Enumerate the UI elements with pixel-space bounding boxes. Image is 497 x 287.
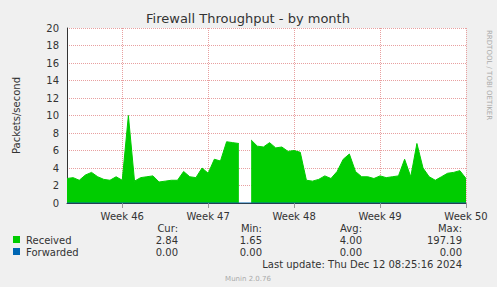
svg-text:2.84: 2.84 (156, 235, 178, 246)
svg-text:2: 2 (53, 180, 59, 191)
svg-text:Forwarded: Forwarded (26, 247, 79, 258)
svg-text:0.00: 0.00 (240, 247, 262, 258)
svg-text:Munin 2.0.76: Munin 2.0.76 (225, 275, 271, 283)
svg-text:Week 47: Week 47 (187, 211, 230, 222)
svg-text:4: 4 (53, 163, 59, 174)
svg-text:0.00: 0.00 (156, 247, 178, 258)
svg-text:RRDTOOL / TOBI OETIKER: RRDTOOL / TOBI OETIKER (485, 30, 493, 120)
svg-text:1.65: 1.65 (240, 235, 262, 246)
svg-text:12: 12 (46, 93, 59, 104)
svg-text:Cur:: Cur: (157, 223, 178, 234)
svg-text:Firewall Throughput - by month: Firewall Throughput - by month (146, 11, 350, 26)
svg-text:Received: Received (26, 235, 72, 246)
svg-text:16: 16 (46, 58, 59, 69)
svg-text:Packets/second: Packets/second (11, 77, 22, 154)
svg-text:Avg:: Avg: (340, 223, 362, 234)
svg-text:Max:: Max: (438, 223, 462, 234)
svg-text:0.00: 0.00 (340, 247, 362, 258)
svg-text:20: 20 (46, 23, 59, 34)
svg-text:197.19: 197.19 (427, 235, 462, 246)
svg-text:Min:: Min: (241, 223, 262, 234)
svg-text:18: 18 (46, 40, 59, 51)
svg-text:Last update: Thu Dec 12 08:25:: Last update: Thu Dec 12 08:25:16 2024 (262, 259, 462, 270)
svg-text:Week 50: Week 50 (444, 211, 487, 222)
svg-text:Week 46: Week 46 (101, 211, 144, 222)
svg-text:4.00: 4.00 (340, 235, 362, 246)
svg-text:Week 49: Week 49 (358, 211, 401, 222)
svg-text:14: 14 (46, 75, 59, 86)
svg-text:10: 10 (46, 110, 59, 121)
svg-text:0.00: 0.00 (440, 247, 462, 258)
svg-text:Week 48: Week 48 (272, 211, 315, 222)
svg-text:0: 0 (53, 198, 59, 209)
svg-text:8: 8 (53, 128, 59, 139)
svg-text:6: 6 (53, 145, 59, 156)
